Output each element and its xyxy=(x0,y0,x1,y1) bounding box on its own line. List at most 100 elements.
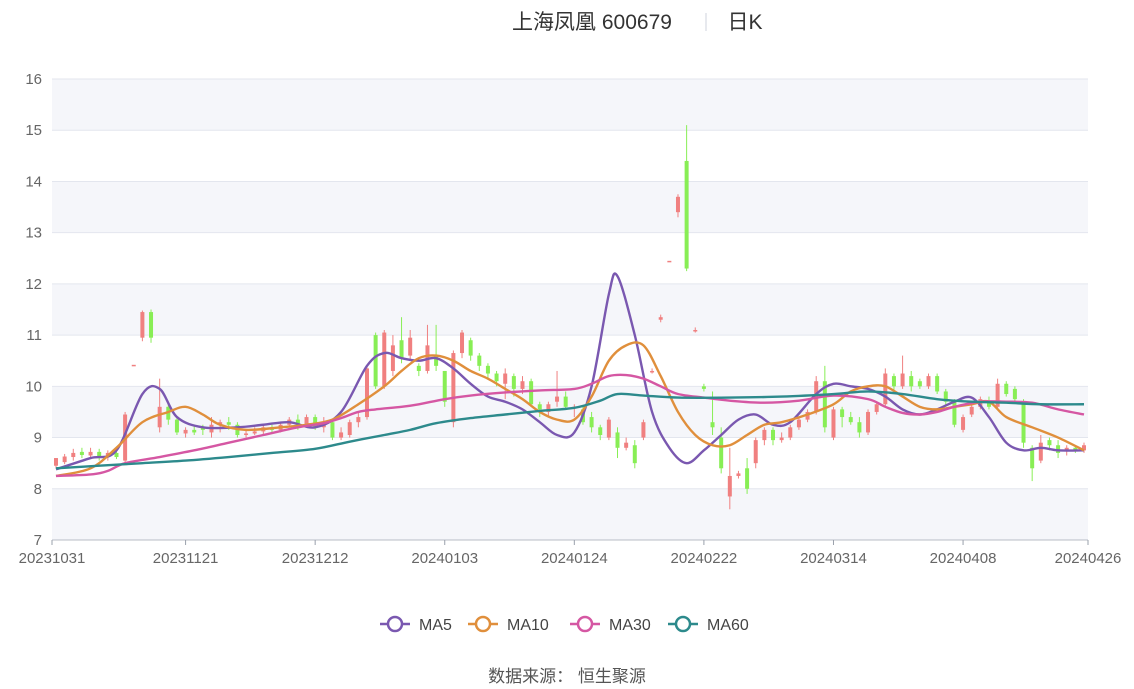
candle-body xyxy=(727,475,732,497)
candle xyxy=(693,327,698,333)
candle-body xyxy=(961,417,966,430)
candle-body xyxy=(1056,445,1061,453)
candle xyxy=(779,432,784,443)
x-tick-label: 20231031 xyxy=(19,550,86,567)
candle xyxy=(745,458,750,494)
candle-body xyxy=(373,335,378,387)
candle-body xyxy=(442,370,447,402)
candle-body xyxy=(166,406,171,420)
candle xyxy=(866,409,871,435)
candle xyxy=(615,427,620,459)
candle-body xyxy=(745,468,750,489)
y-tick-label: 12 xyxy=(25,276,42,293)
candle xyxy=(477,353,482,371)
candle xyxy=(1004,381,1009,397)
candle xyxy=(244,429,249,438)
candle xyxy=(658,314,663,323)
candle-body xyxy=(546,404,551,412)
candle xyxy=(451,350,456,428)
candle xyxy=(857,417,862,438)
candle-body xyxy=(434,355,439,366)
candle xyxy=(831,406,836,441)
candle-body xyxy=(935,376,940,392)
candle-body xyxy=(805,411,810,420)
candle xyxy=(399,317,404,364)
candle-body xyxy=(917,381,922,387)
candle xyxy=(434,324,439,371)
legend-marker xyxy=(386,615,404,633)
candle-body xyxy=(796,419,801,428)
candle-body xyxy=(537,404,542,410)
candle-body xyxy=(891,376,896,387)
candle xyxy=(632,440,637,469)
candle xyxy=(771,427,776,446)
grid-band xyxy=(52,181,1088,233)
legend-label: MA30 xyxy=(609,617,651,634)
candle xyxy=(62,453,67,465)
candle-body xyxy=(468,340,473,356)
candle-body xyxy=(969,406,974,415)
candle xyxy=(675,194,680,218)
candle-body xyxy=(624,442,629,448)
candle xyxy=(408,329,413,361)
candle-body xyxy=(693,329,698,332)
candle-body xyxy=(857,422,862,433)
candle-body xyxy=(952,401,957,425)
series-line-ma30 xyxy=(55,373,1085,478)
candle-body xyxy=(131,364,136,367)
candle-body xyxy=(192,429,197,433)
candle-body xyxy=(330,422,335,438)
candle-body xyxy=(157,406,162,428)
candle-body xyxy=(874,404,879,412)
candle-body xyxy=(943,391,948,402)
candle-body xyxy=(88,451,93,456)
candle xyxy=(874,401,879,415)
legend-marker xyxy=(674,615,692,633)
y-tick-label: 8 xyxy=(34,481,42,498)
candle-body xyxy=(97,451,102,458)
data-source: 数据来源： 恒生聚源 xyxy=(488,667,646,686)
series-line-ma10 xyxy=(55,341,1085,478)
candle xyxy=(503,368,508,400)
candle xyxy=(926,373,931,389)
x-tick-label: 20240103 xyxy=(411,550,478,567)
candle-body xyxy=(866,411,871,433)
candle-body xyxy=(494,373,499,382)
y-tick-label: 7 xyxy=(34,532,42,549)
candle xyxy=(727,447,732,510)
candle-body xyxy=(632,445,637,464)
candle-body xyxy=(511,376,516,389)
candle-body xyxy=(684,160,689,269)
candle xyxy=(909,370,914,392)
candle-body xyxy=(520,381,525,389)
series-line-ma60 xyxy=(55,390,1085,470)
candle xyxy=(174,417,179,435)
x-tick-label: 20240124 xyxy=(541,550,608,567)
x-tick-label: 20240408 xyxy=(930,550,997,567)
candle xyxy=(149,309,154,343)
candle-body xyxy=(1073,447,1078,451)
candle-body xyxy=(589,417,594,428)
ma-lines xyxy=(55,272,1085,478)
candle-body xyxy=(200,427,205,430)
candle-body xyxy=(986,401,991,407)
x-tick-label: 20240314 xyxy=(800,550,867,567)
y-tick-label: 11 xyxy=(26,327,42,344)
candle xyxy=(460,329,465,359)
candle xyxy=(373,332,378,389)
candle-body xyxy=(408,337,413,356)
candle-body xyxy=(650,370,655,373)
candle xyxy=(624,437,629,451)
candle xyxy=(822,365,827,433)
candle-body xyxy=(598,427,603,435)
y-tick-label: 9 xyxy=(34,430,42,447)
legend-label: MA10 xyxy=(507,617,549,634)
candle xyxy=(1038,434,1043,464)
candle xyxy=(330,419,335,441)
candle xyxy=(442,370,447,407)
candle xyxy=(762,427,767,446)
candle xyxy=(537,401,542,418)
candle-body xyxy=(1047,440,1052,446)
candle-body xyxy=(62,456,67,463)
